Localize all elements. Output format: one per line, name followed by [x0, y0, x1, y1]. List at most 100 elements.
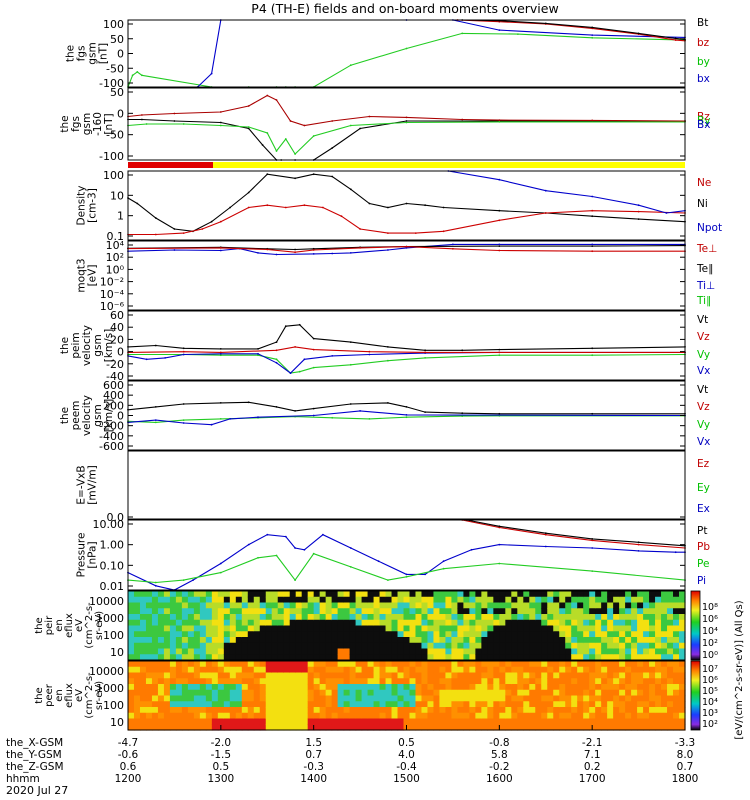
heatmap-cell — [301, 602, 309, 609]
heatmap-cell — [625, 642, 632, 650]
data-point-Vt — [219, 402, 222, 404]
heatmap-cell — [577, 718, 584, 725]
heatmap-cell — [265, 637, 273, 644]
heatmap-cell — [229, 661, 237, 668]
ephemeris-value: 1500 — [393, 773, 420, 785]
heatmap-cell — [325, 689, 333, 697]
heatmap-cell — [367, 614, 375, 621]
heatmap-cell — [427, 695, 435, 702]
heatmap-cell — [163, 654, 171, 661]
heatmap-cell — [553, 712, 560, 720]
data-point-Vt — [154, 406, 157, 408]
heatmap-cell — [661, 631, 668, 638]
heatmap-cell — [235, 701, 243, 708]
heatmap-cell — [445, 596, 453, 604]
heatmap-cell — [625, 684, 632, 691]
heatmap-cell — [445, 695, 453, 702]
heatmap-cell — [547, 608, 554, 615]
heatmap-cell — [301, 614, 309, 621]
colorbar-tick-label: 10⁶ — [702, 675, 718, 686]
data-point-Vt — [498, 412, 501, 415]
heatmap-cell — [475, 666, 482, 674]
heatmap-cell — [427, 648, 435, 655]
heatmap-cell — [343, 661, 351, 668]
heatmap-cell — [175, 619, 183, 627]
heatmap-cell — [493, 608, 500, 615]
heatmap-cell — [523, 701, 530, 708]
heatmap-cell — [535, 591, 542, 598]
heatmap-cell — [157, 654, 165, 661]
y-axis-label-line: the — [59, 337, 71, 354]
heatmap-cell — [391, 625, 399, 632]
heatmap-cell — [613, 602, 620, 609]
y-axis-label: thefgsgsm-160[nT] — [59, 112, 115, 136]
heatmap-cell — [673, 724, 680, 731]
heatmap-cell — [637, 689, 644, 697]
heatmap-cell — [295, 701, 303, 708]
heatmap-cell — [637, 672, 644, 679]
heatmap-cell — [577, 724, 584, 731]
heatmap-cell — [469, 654, 476, 661]
heatmap-cell — [337, 678, 345, 685]
heatmap-cell — [199, 619, 207, 627]
heatmap-cell — [259, 724, 267, 731]
data-point-Ne — [182, 232, 185, 235]
heatmap-cell — [421, 689, 429, 697]
heatmap-cell — [277, 701, 285, 708]
heatmap-cell — [577, 596, 584, 604]
y-axis-label-line: (cm^2-s- — [84, 602, 95, 649]
heatmap-cell — [583, 637, 590, 644]
heatmap-cell — [469, 718, 476, 725]
data-point-Bt — [674, 37, 677, 40]
heatmap-cell — [433, 642, 441, 650]
heatmap-cell — [475, 707, 482, 714]
heatmap-cell — [175, 707, 183, 714]
heatmap-cell — [493, 591, 500, 598]
heatmap-cell — [565, 672, 572, 679]
heatmap-cell — [583, 642, 590, 650]
heatmap-cell — [571, 642, 578, 650]
heatmap-cell — [643, 614, 650, 621]
heatmap-cell — [319, 608, 327, 615]
heatmap-cell — [511, 631, 518, 638]
heatmap-cell — [511, 648, 518, 655]
heatmap-cell — [499, 608, 506, 615]
heatmap-cell — [391, 596, 399, 604]
heatmap-cell — [589, 648, 596, 655]
data-point-Npot — [665, 212, 668, 214]
ephemeris-value: 1200 — [115, 773, 142, 785]
heatmap-cell — [607, 707, 614, 714]
heatmap-cell — [145, 602, 153, 609]
heatmap-cell — [133, 614, 141, 621]
data-point-Bt — [173, 120, 176, 122]
heatmap-cell — [307, 654, 315, 661]
heatmap-cell — [421, 707, 429, 714]
heatmap-cell — [169, 631, 177, 638]
heatmap-cell — [397, 672, 405, 679]
heatmap-cell — [385, 608, 393, 615]
heatmap-cell — [661, 591, 668, 598]
panel-1-series — [127, 19, 686, 88]
data-point-By — [284, 138, 287, 140]
heatmap-cell — [319, 701, 327, 708]
heatmap-cell — [457, 591, 464, 598]
heatmap-cell — [487, 602, 494, 609]
heatmap-cell — [433, 701, 441, 708]
heatmap-cell — [128, 648, 135, 655]
heatmap-cell — [331, 642, 339, 650]
heatmap-cell — [571, 684, 578, 691]
data-point-Vt — [387, 402, 389, 404]
data-point-Ne — [303, 204, 306, 207]
heatmap-cell — [403, 631, 411, 638]
data-point-Ne — [387, 232, 389, 235]
heatmap-cell — [367, 701, 375, 708]
heatmap-cell — [595, 695, 602, 702]
heatmap-cell — [565, 625, 572, 632]
heatmap-cell — [223, 707, 231, 714]
heatmap-cell — [163, 614, 171, 621]
heatmap-cell — [283, 695, 291, 702]
heatmap-cell — [397, 614, 405, 621]
heatmap-cell — [397, 678, 405, 685]
ephemeris-value: 0.7 — [677, 761, 694, 773]
heatmap-cell — [181, 648, 189, 655]
